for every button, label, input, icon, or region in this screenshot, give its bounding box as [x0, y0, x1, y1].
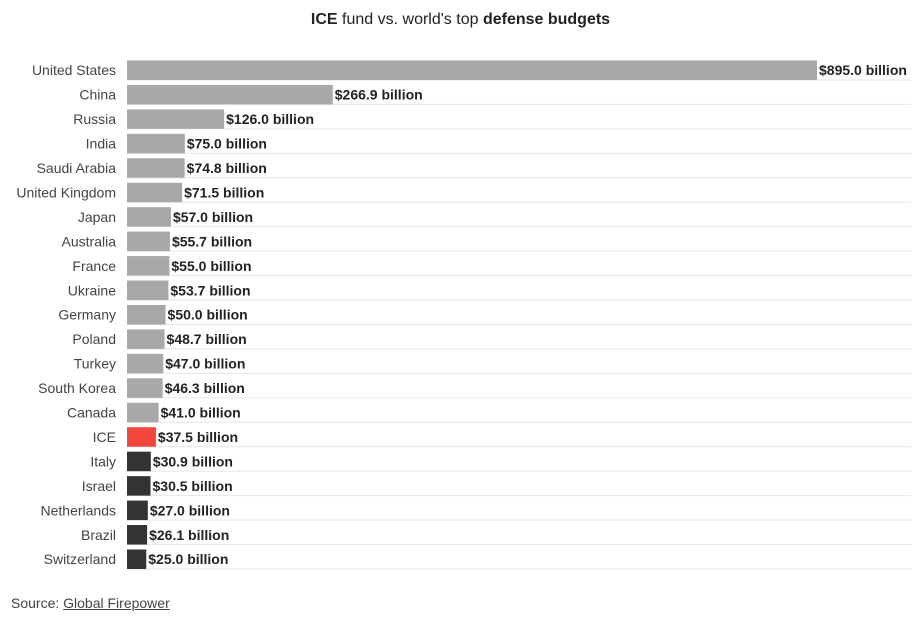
value-label-france: $55.0 billion — [171, 258, 251, 274]
category-label-south-korea: South Korea — [38, 380, 116, 396]
value-label-poland: $48.7 billion — [167, 331, 247, 347]
category-label-ukraine: Ukraine — [68, 282, 116, 298]
bar-italy — [127, 451, 151, 472]
category-label-japan: Japan — [78, 209, 116, 225]
bar-saudi-arabia — [127, 158, 185, 178]
value-label-south-korea: $46.3 billion — [165, 380, 245, 396]
value-label-germany: $50.0 billion — [168, 307, 248, 323]
category-label-saudi-arabia: Saudi Arabia — [37, 160, 117, 176]
bar-netherlands — [127, 500, 148, 521]
value-label-india: $75.0 billion — [187, 136, 267, 152]
value-label-japan: $57.0 billion — [173, 209, 253, 225]
bar-russia — [127, 109, 225, 129]
category-label-france: France — [72, 258, 116, 274]
source-label: Source: — [11, 595, 64, 611]
category-label-canada: Canada — [67, 405, 116, 421]
category-label-australia: Australia — [62, 233, 117, 249]
bar-australia — [127, 231, 170, 252]
title-part-ice: ICE — [310, 11, 338, 28]
bar-south-korea — [127, 378, 163, 398]
value-label-canada: $41.0 billion — [161, 405, 241, 421]
bar-india — [127, 133, 185, 154]
bar-chart: United States China Russia India Saudi Arabi… — [16, 60, 911, 570]
value-label-united-kingdom: $71.5 billion — [184, 184, 264, 200]
value-label-ukraine: $53.7 billion — [170, 282, 250, 298]
bar-canada — [127, 402, 159, 423]
bar-poland — [127, 329, 165, 349]
category-label-germany: Germany — [58, 307, 116, 323]
category-label-india: India — [86, 136, 117, 152]
bar-china — [127, 84, 333, 105]
source-note: Source: Global Firepower — [11, 595, 170, 611]
category-label-russia: Russia — [73, 111, 116, 127]
bar-united-kingdom — [127, 182, 183, 203]
bar-japan — [127, 207, 171, 227]
bar-switzerland — [127, 549, 147, 569]
value-label-saudi-arabia: $74.8 billion — [187, 160, 267, 176]
gridlines — [127, 79, 911, 570]
value-label-switzerland: $25.0 billion — [148, 551, 228, 567]
value-label-netherlands: $27.0 billion — [150, 502, 230, 518]
category-labels: United States China Russia India Saudi Arabi… — [16, 62, 116, 567]
value-label-china: $266.9 billion — [335, 87, 423, 103]
title-part-middle: fund vs. world's top — [337, 11, 483, 28]
category-label-netherlands: Netherlands — [41, 502, 117, 518]
bar-ice — [127, 427, 156, 447]
category-label-ice: ICE — [93, 429, 116, 445]
bar-turkey — [127, 353, 164, 374]
value-label-italy: $30.9 billion — [153, 453, 233, 469]
category-label-turkey: Turkey — [74, 356, 116, 372]
category-label-poland: Poland — [72, 331, 116, 347]
category-label-united-kingdom: United Kingdom — [16, 184, 116, 200]
category-label-switzerland: Switzerland — [44, 551, 116, 567]
category-label-israel: Israel — [82, 478, 116, 494]
bar-germany — [127, 304, 166, 325]
value-label-israel: $30.5 billion — [153, 478, 233, 494]
value-label-ice: $37.5 billion — [158, 429, 238, 445]
value-label-brazil: $26.1 billion — [149, 527, 229, 543]
title-part-bold: defense budgets — [482, 11, 611, 28]
value-label-united-states: $895.0 billion — [819, 62, 907, 78]
category-label-brazil: Brazil — [81, 527, 116, 543]
bar-israel — [127, 476, 151, 496]
value-label-australia: $55.7 billion — [172, 233, 252, 249]
value-label-russia: $126.0 billion — [226, 111, 314, 127]
category-label-italy: Italy — [90, 453, 116, 469]
source-link[interactable]: Global Firepower — [63, 595, 170, 611]
bars — [127, 60, 817, 569]
category-label-united-states: United States — [32, 62, 116, 78]
chart-title: ICE fund vs. world's top defense budgets — [0, 11, 921, 29]
bar-brazil — [127, 525, 148, 545]
bar-united-states — [127, 60, 817, 80]
value-label-turkey: $47.0 billion — [165, 356, 245, 372]
bar-france — [127, 256, 170, 276]
value-labels: $895.0 billion $266.9 billion $126.0 billi… — [148, 62, 907, 567]
category-label-china: China — [79, 87, 116, 103]
bar-ukraine — [127, 280, 169, 301]
